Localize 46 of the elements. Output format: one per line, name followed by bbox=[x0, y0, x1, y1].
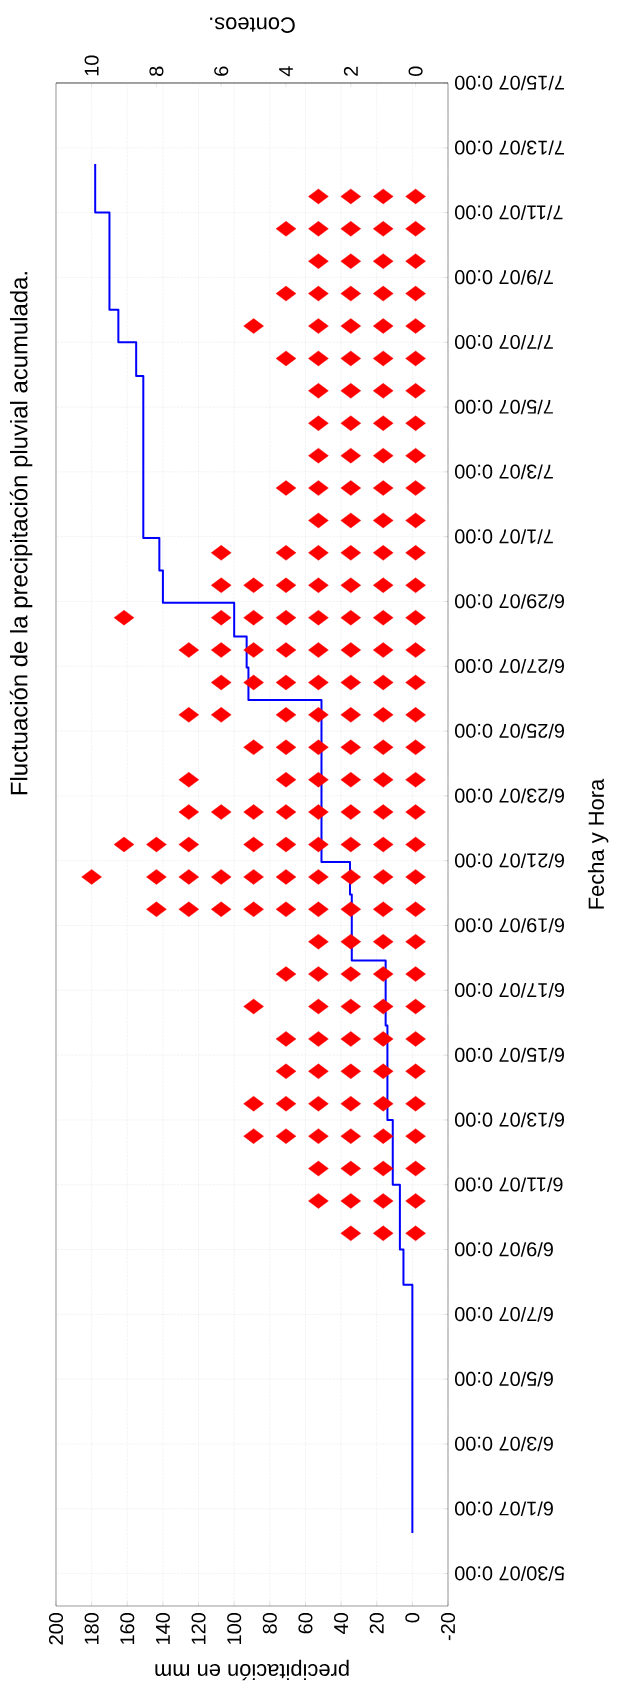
x-tick-label: 80 bbox=[262, 1612, 277, 1634]
x-tick-label: 100 bbox=[227, 1612, 242, 1644]
y-tick-label: 7/15/07 0:00 bbox=[455, 75, 564, 91]
y-tick-label: 6/3/07 0:00 bbox=[455, 1436, 553, 1452]
x-tick-label: 0 bbox=[405, 1612, 420, 1623]
x-tick-label: 20 bbox=[369, 1612, 384, 1634]
x-tick-label: 40 bbox=[334, 1612, 349, 1634]
y-tick-label: 7/3/07 0:00 bbox=[455, 464, 553, 480]
x2-tick-label: 6 bbox=[214, 66, 229, 76]
x2-axis-title: Conteos. bbox=[210, 17, 295, 33]
y-tick-label: 6/27/07 0:00 bbox=[455, 658, 564, 674]
y-tick-label: 5/30/07 0:00 bbox=[455, 1566, 565, 1581]
y-tick-label: 7/11/07 0:00 bbox=[455, 205, 563, 220]
x-tick-label: -20 bbox=[440, 1612, 456, 1641]
x-tick-label: 160 bbox=[120, 1612, 135, 1644]
y-tick-label: 7/9/07 0:00 bbox=[455, 270, 553, 285]
y-tick-label: 6/7/07 0:00 bbox=[455, 1307, 553, 1322]
y-tick-label: 6/17/07 0:00 bbox=[455, 983, 564, 998]
y-tick-label: 6/9/07 0:00 bbox=[455, 1242, 553, 1257]
y-tick-label: 6/13/07 0:00 bbox=[455, 1112, 564, 1128]
text: Fluctuación de la precipitación pluvial acumulada. bbox=[9, 272, 33, 795]
x2-tick-label: 10 bbox=[84, 55, 99, 76]
x-tick-label: 120 bbox=[191, 1612, 206, 1644]
x-tick-label: 200 bbox=[48, 1612, 64, 1645]
x2-tick-label: 2 bbox=[343, 66, 358, 76]
y-axis-title: Fecha y Hora bbox=[587, 778, 609, 909]
x-tick-label: 60 bbox=[298, 1612, 313, 1634]
y-tick-label: 6/21/07 0:00 bbox=[455, 853, 564, 869]
x-tick-label: 140 bbox=[155, 1612, 170, 1644]
y-tick-label: 6/15/07 0:00 bbox=[455, 1047, 564, 1063]
y-tick-label: 6/25/07 0:00 bbox=[455, 723, 564, 739]
x-tick-label: 180 bbox=[84, 1612, 99, 1644]
y-tick-label: 6/23/07 0:00 bbox=[455, 788, 564, 804]
x2-tick-label: 4 bbox=[279, 66, 293, 77]
y-tick-label: 6/29/07 0:00 bbox=[455, 594, 564, 609]
y-tick-label: 6/11/07 0:00 bbox=[455, 1177, 563, 1193]
x2-tick-label: 0 bbox=[408, 66, 423, 76]
y-tick-label: 6/5/07 0:00 bbox=[455, 1371, 553, 1387]
x-axis-title: precipitación en mm bbox=[155, 1659, 349, 1681]
y-tick-label: 7/5/07 0:00 bbox=[455, 399, 553, 415]
y-tick-label: 7/1/07 0:00 bbox=[455, 529, 553, 544]
y-tick-label: 7/7/07 0:00 bbox=[455, 334, 553, 350]
x2-tick-label: 8 bbox=[149, 66, 164, 76]
y-tick-label: 6/1/07 0:00 bbox=[455, 1501, 553, 1517]
y-tick-label: 6/19/07 0:00 bbox=[455, 918, 564, 933]
y-tick-label: 7/13/07 0:00 bbox=[455, 140, 564, 156]
